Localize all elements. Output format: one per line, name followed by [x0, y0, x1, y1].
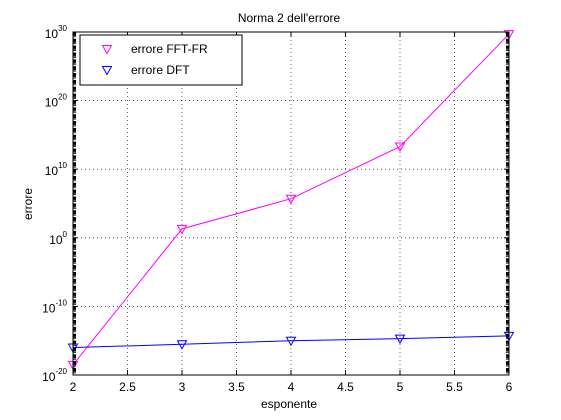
x-axis-label: esponente: [261, 397, 317, 411]
x-tick-label: 4: [288, 380, 295, 394]
series-line: [72, 33, 510, 366]
legend-label: errore DFT: [131, 63, 190, 77]
legend-entries: errore FFT-FR errore DFT: [101, 42, 208, 77]
y-axis-label: errore: [21, 188, 35, 220]
legend-entry: errore DFT: [101, 63, 190, 77]
x-tick-label: 6: [506, 380, 513, 394]
data-point-marker: [176, 340, 188, 350]
data-point-marker: [285, 194, 297, 205]
x-tick-label: 3: [179, 380, 186, 394]
x-tick-label: 5.5: [446, 380, 463, 394]
legend-entry: errore FFT-FR: [101, 42, 208, 56]
y-tick-label: 10-10: [42, 298, 67, 315]
legend-marker: [101, 66, 113, 76]
x-tick-label: 3.5: [228, 380, 245, 394]
y-tick-label: 1020: [45, 93, 68, 110]
y-tick-label: 10-20: [42, 367, 67, 384]
legend: errore FFT-FR errore DFT: [79, 34, 243, 86]
x-tick-label: 4.5: [337, 380, 354, 394]
y-tick-label: 1030: [45, 24, 68, 41]
data-point-marker: [176, 224, 188, 235]
data-point-marker: [285, 336, 297, 347]
legend-marker: [101, 45, 113, 55]
x-tick-label: 5: [397, 380, 404, 394]
y-tick-label: 100: [49, 230, 67, 247]
series-line: [72, 335, 510, 349]
y-tick-label: 1010: [45, 161, 68, 178]
x-tick-label: 2.5: [119, 380, 136, 394]
data-point-marker: [394, 142, 406, 153]
y-tick-labels: 10-20 10-10 100 1010 1020 1030: [42, 24, 67, 384]
data-point-marker: [394, 334, 406, 345]
x-tick-label: 2: [70, 380, 77, 394]
legend-box: [79, 34, 243, 86]
ticks: [72, 31, 510, 376]
legend-label: errore FFT-FR: [131, 42, 208, 56]
x-tick-labels: 2 2.5 3 3.5 4 4.5 5 5.5 6: [70, 380, 513, 394]
chart-title: Norma 2 dell'errore: [238, 11, 341, 25]
